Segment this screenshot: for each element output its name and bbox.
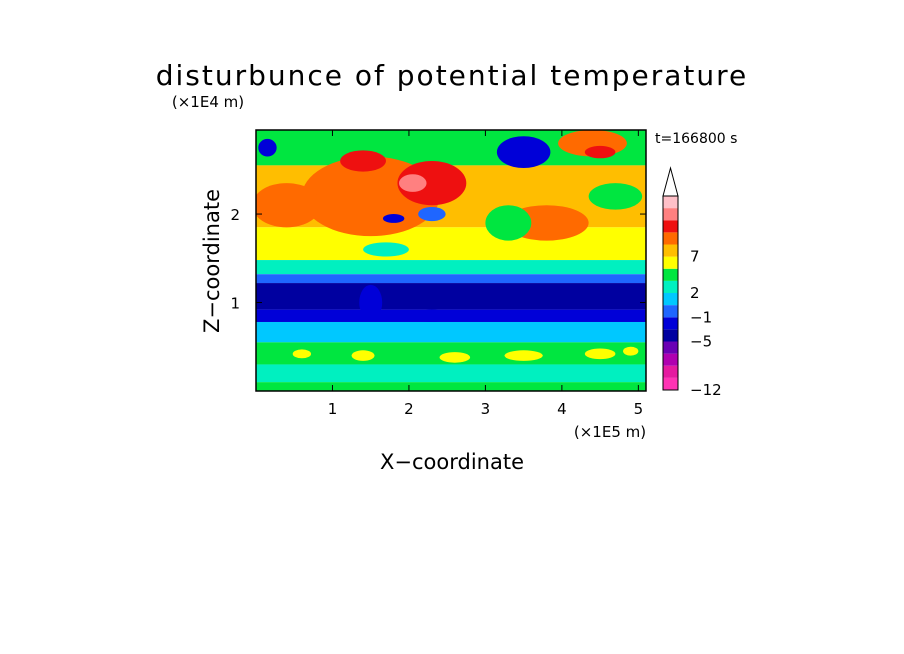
x-unit-label: (×1E5 m) xyxy=(574,423,646,441)
field-feature xyxy=(351,350,375,361)
y-tick-label: 1 xyxy=(230,295,240,313)
field-feature xyxy=(359,284,383,321)
field-feature xyxy=(504,350,543,361)
field-feature xyxy=(485,205,532,241)
colorbar-swatch xyxy=(663,220,678,233)
field-feature xyxy=(584,348,616,360)
y-axis: 12 xyxy=(230,206,646,313)
field-feature xyxy=(256,183,321,228)
field-feature xyxy=(382,214,405,223)
y-unit-label: (×1E4 m) xyxy=(172,93,244,111)
field-band xyxy=(256,260,646,275)
field-feature xyxy=(588,183,643,210)
colorbar-swatch xyxy=(663,268,678,281)
colorbar-swatch xyxy=(663,293,678,306)
colorbar-swatch xyxy=(663,280,678,293)
colorbar-tick-label: −12 xyxy=(690,381,722,399)
colorbar-swatch xyxy=(663,232,678,245)
field-layer xyxy=(256,130,646,391)
field-feature xyxy=(412,309,451,322)
field-feature xyxy=(292,349,312,359)
field-feature xyxy=(418,206,446,222)
colorbar-tick-label: −5 xyxy=(690,333,712,351)
field-feature xyxy=(397,160,467,206)
field-band xyxy=(256,382,646,391)
colorbar: −12−5−127 xyxy=(662,166,722,399)
colorbar-frame xyxy=(662,195,679,391)
colorbar-swatch xyxy=(663,329,678,342)
x-tick-label: 3 xyxy=(481,400,491,418)
x-axis-label: X−coordinate xyxy=(380,450,524,474)
field-feature xyxy=(496,136,551,169)
x-tick-label: 2 xyxy=(404,400,414,418)
colorbar-tick-label: −1 xyxy=(690,308,712,326)
colorbar-swatch xyxy=(663,208,678,221)
y-axis-label: Z−coordinate xyxy=(200,189,224,333)
time-label: t=166800 s xyxy=(655,131,737,147)
field-band xyxy=(256,283,646,310)
x-tick-label: 4 xyxy=(557,400,567,418)
colorbar-swatch xyxy=(663,317,678,330)
field-feature xyxy=(399,174,427,192)
field-feature xyxy=(340,150,387,172)
field-band xyxy=(256,364,646,383)
colorbar-swatch xyxy=(663,196,678,209)
x-tick-label: 1 xyxy=(328,400,338,418)
field-feature xyxy=(623,346,639,356)
colorbar-swatch xyxy=(663,305,678,318)
field-band xyxy=(256,274,646,284)
field-feature xyxy=(584,145,616,159)
colorbar-tick-label: 2 xyxy=(690,284,700,302)
plot-frame xyxy=(255,129,647,392)
colorbar-swatch xyxy=(663,365,678,378)
field-band xyxy=(256,321,646,343)
x-tick-label: 5 xyxy=(634,400,644,418)
field-feature xyxy=(258,138,277,157)
colorbar-extend-arrow xyxy=(662,166,679,197)
colorbar-swatch xyxy=(663,377,678,390)
y-tick-label: 2 xyxy=(230,206,240,224)
colorbar-swatch xyxy=(663,341,678,354)
field-feature xyxy=(439,352,471,363)
colorbar-tick-label: 7 xyxy=(690,248,700,266)
field-feature xyxy=(363,242,409,257)
colorbar-swatch xyxy=(663,256,678,269)
colorbar-swatch xyxy=(663,244,678,257)
x-axis: 1 2 3 4 5 xyxy=(328,130,643,418)
field-band xyxy=(256,227,646,261)
colorbar-swatch xyxy=(663,353,678,366)
chart-title: disturbunce of potential temperature xyxy=(156,59,749,92)
